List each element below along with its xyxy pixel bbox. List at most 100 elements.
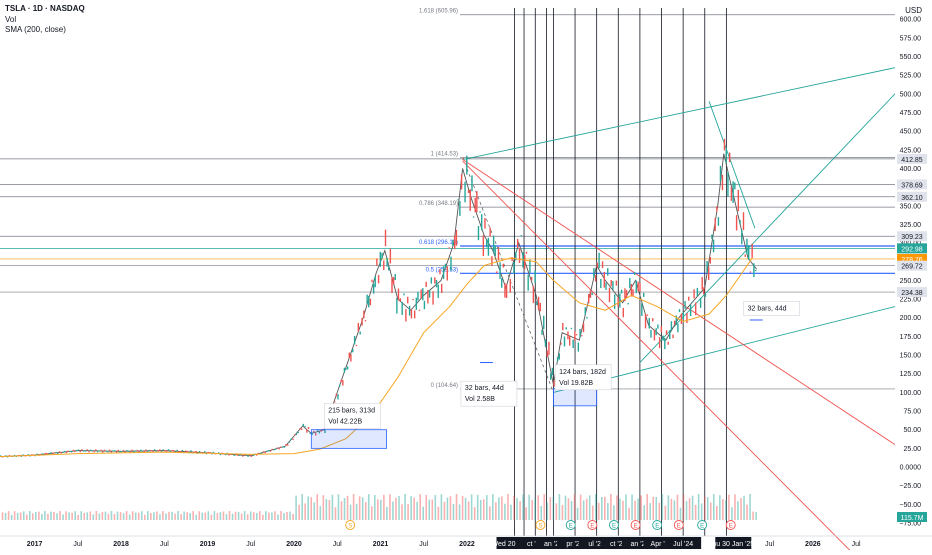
candle[interactable] (169, 451, 171, 453)
volume-bar[interactable] (725, 500, 727, 520)
volume-bar[interactable] (485, 495, 488, 520)
candle[interactable] (650, 329, 652, 338)
candle[interactable] (185, 450, 187, 452)
volume-bar[interactable] (277, 514, 279, 520)
candle[interactable] (525, 251, 528, 254)
candle[interactable] (507, 272, 510, 274)
event-text[interactable]: S (348, 524, 352, 530)
candle[interactable] (236, 454, 239, 456)
candle[interactable] (302, 423, 305, 427)
volume-bar[interactable] (564, 495, 567, 520)
candle[interactable] (600, 278, 602, 289)
candle[interactable] (418, 309, 421, 311)
candle[interactable] (186, 451, 189, 453)
volume-bar[interactable] (452, 503, 455, 520)
price-badge-bg[interactable] (897, 287, 927, 298)
candle[interactable] (670, 321, 673, 331)
x-tick-label-6[interactable]: 2020 (286, 541, 302, 548)
volume-bar[interactable] (728, 494, 730, 520)
volume-bar[interactable] (47, 513, 49, 520)
y-tick-label-17[interactable]: 175.00 (900, 334, 922, 341)
candle[interactable] (637, 281, 639, 292)
candle[interactable] (126, 450, 128, 452)
candle[interactable] (534, 270, 536, 283)
candle[interactable] (464, 181, 466, 203)
event-marker-7[interactable]: E (673, 520, 684, 530)
volume-bar[interactable] (310, 497, 313, 520)
volume-bar[interactable] (168, 511, 170, 520)
candle[interactable] (238, 454, 241, 456)
candle[interactable] (712, 239, 715, 253)
volume-bar[interactable] (616, 495, 618, 520)
candle[interactable] (278, 448, 280, 450)
volume-bar[interactable] (307, 496, 310, 520)
candle[interactable] (48, 453, 50, 455)
x-tick-label-11[interactable]: Wed 20 Jul '22 (492, 541, 538, 548)
volume-bar[interactable] (104, 511, 107, 520)
candle[interactable] (60, 452, 62, 454)
volume-bar[interactable] (694, 504, 697, 520)
candle[interactable] (708, 266, 710, 280)
candle[interactable] (96, 450, 99, 453)
volume-bar[interactable] (700, 503, 703, 520)
volume-bar[interactable] (585, 498, 588, 520)
candle[interactable] (122, 449, 125, 452)
volume-bar[interactable] (134, 512, 137, 520)
volume-bar[interactable] (192, 511, 195, 520)
candle[interactable] (601, 261, 604, 269)
event-marker-8[interactable]: E (697, 520, 708, 530)
volume-bar[interactable] (35, 511, 37, 520)
candle[interactable] (243, 454, 246, 456)
candle[interactable] (198, 450, 201, 453)
candle[interactable] (103, 449, 106, 451)
volume-bar[interactable] (697, 494, 700, 520)
volume-bar[interactable] (349, 504, 352, 520)
candle[interactable] (450, 256, 452, 271)
event-circle[interactable] (345, 520, 356, 530)
x-tick-label-1[interactable]: Jul (73, 541, 82, 548)
candle[interactable] (219, 453, 222, 456)
candle[interactable] (148, 449, 151, 452)
candle[interactable] (706, 260, 708, 273)
candle[interactable] (233, 454, 235, 457)
volume-bar[interactable] (92, 514, 95, 520)
y-tick-label-21[interactable]: 75.00 (903, 409, 921, 416)
candle[interactable] (596, 262, 599, 268)
candle[interactable] (709, 257, 712, 264)
event-text[interactable]: E (677, 524, 681, 530)
candle[interactable] (660, 326, 663, 333)
candle[interactable] (324, 430, 326, 434)
currency-label[interactable]: USD (905, 6, 922, 15)
volume-bar[interactable] (386, 506, 388, 520)
candle[interactable] (469, 189, 471, 211)
candle[interactable] (476, 191, 478, 213)
candle[interactable] (737, 189, 740, 212)
candle[interactable] (376, 258, 378, 266)
candle[interactable] (76, 450, 78, 452)
volume-bar[interactable] (522, 494, 524, 520)
candle[interactable] (410, 308, 413, 319)
volume-bar[interactable] (679, 507, 682, 520)
price-badge-6[interactable]: 269.72 (897, 260, 927, 271)
volume-bar[interactable] (156, 511, 158, 520)
x-tick-label-19[interactable]: Jul '24 (673, 541, 693, 548)
candle[interactable] (69, 450, 71, 453)
candle[interactable] (0, 455, 2, 457)
candle[interactable] (195, 450, 197, 453)
candle[interactable] (432, 291, 434, 305)
annotation-2[interactable]: 124 bars, 182d Vol 19.82B (554, 364, 612, 391)
candle[interactable] (669, 330, 671, 340)
volume-bar[interactable] (370, 506, 373, 520)
annotation-text[interactable]: 124 bars, 182d (559, 369, 606, 376)
volume-bar[interactable] (62, 514, 64, 520)
y-tick-label-15[interactable]: 225.00 (900, 297, 922, 304)
candle[interactable] (350, 354, 352, 362)
volume-bar[interactable] (625, 494, 627, 520)
event-text[interactable]: E (729, 524, 733, 530)
candle[interactable] (381, 252, 383, 259)
candle[interactable] (562, 322, 564, 331)
candle[interactable] (584, 307, 586, 315)
volume-bar[interactable] (667, 495, 670, 520)
volume-bar[interactable] (213, 511, 216, 520)
volume-bar[interactable] (425, 494, 428, 520)
